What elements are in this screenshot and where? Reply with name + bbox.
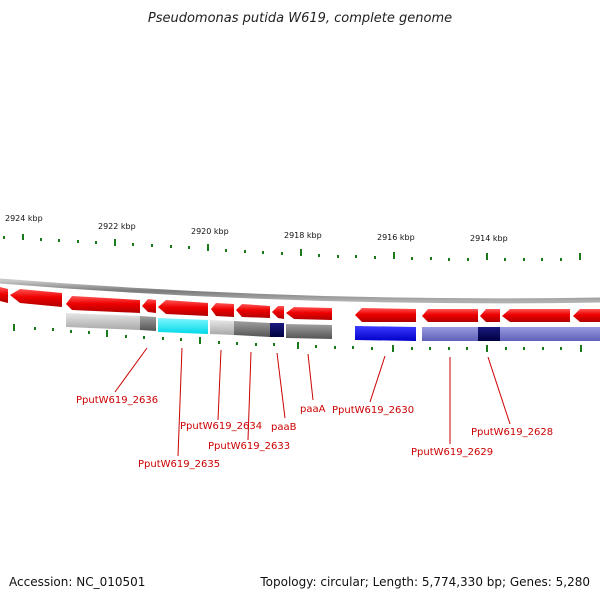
feature-bar[interactable] — [210, 320, 234, 335]
genome-summary-text: Topology: circular; Length: 5,774,330 bp… — [259, 575, 590, 589]
scale-label-2918: 2918 kbp — [284, 231, 322, 240]
gene-label-2636[interactable]: PputW619_2636 — [76, 395, 158, 406]
gene-label-2634[interactable]: PputW619_2634 — [180, 421, 262, 432]
gene-arrow[interactable] — [573, 309, 600, 322]
feature-bar[interactable] — [422, 327, 478, 341]
gene-arrow[interactable] — [142, 299, 156, 313]
gene-label-2630[interactable]: PputW619_2630 — [332, 405, 414, 416]
feature-bars[interactable] — [66, 313, 600, 341]
feature-bar[interactable] — [500, 327, 600, 341]
genome-backbone — [0, 278, 600, 304]
gene-label-2633[interactable]: PputW619_2633 — [208, 441, 290, 452]
gene-label-2635[interactable]: PputW619_2635 — [138, 459, 220, 470]
gene-label-paaa[interactable]: paaA — [300, 404, 326, 415]
gene-arrows[interactable] — [0, 287, 600, 322]
gene-arrow[interactable] — [10, 289, 62, 307]
gene-arrow[interactable] — [422, 309, 478, 322]
gene-labels: PputW619_2636 PputW619_2635 PputW619_263… — [76, 395, 553, 470]
scale-label-2922: 2922 kbp — [98, 222, 136, 231]
upper-ticks — [3, 234, 581, 261]
scale-label-2916: 2916 kbp — [377, 233, 415, 242]
feature-bar[interactable] — [158, 318, 208, 334]
lower-ticks — [13, 324, 582, 352]
feature-bar[interactable] — [140, 316, 156, 331]
feature-bar[interactable] — [355, 326, 416, 341]
gene-arrow[interactable] — [480, 309, 500, 322]
gene-label-2629[interactable]: PputW619_2629 — [411, 447, 493, 458]
accession-text: Accession: NC_010501 — [9, 575, 145, 589]
feature-bar[interactable] — [478, 327, 500, 341]
scale-label-2924: 2924 kbp — [5, 214, 43, 223]
feature-bar[interactable] — [66, 313, 140, 330]
gene-label-2628[interactable]: PputW619_2628 — [471, 427, 553, 438]
gene-arrow[interactable] — [0, 287, 8, 303]
gene-arrow[interactable] — [272, 306, 284, 319]
gene-arrow[interactable] — [236, 304, 270, 318]
feature-bar[interactable] — [286, 324, 332, 339]
gene-arrow[interactable] — [66, 296, 140, 313]
gene-label-paab[interactable]: paaB — [271, 422, 297, 433]
feature-bar[interactable] — [234, 321, 270, 337]
gene-arrow[interactable] — [355, 308, 416, 322]
gene-arrow[interactable] — [211, 303, 234, 317]
map-title: Pseudomonas putida W619, complete genome — [148, 11, 452, 26]
gene-arrow[interactable] — [158, 300, 208, 316]
gene-arrow[interactable] — [286, 307, 332, 320]
scale-labels: 2924 kbp 2922 kbp 2920 kbp 2918 kbp 2916… — [5, 214, 508, 243]
feature-bar[interactable] — [270, 323, 284, 337]
scale-label-2914: 2914 kbp — [470, 234, 508, 243]
scale-label-2920: 2920 kbp — [191, 227, 229, 236]
leader-lines — [114, 347, 511, 457]
gene-arrow[interactable] — [502, 309, 570, 322]
